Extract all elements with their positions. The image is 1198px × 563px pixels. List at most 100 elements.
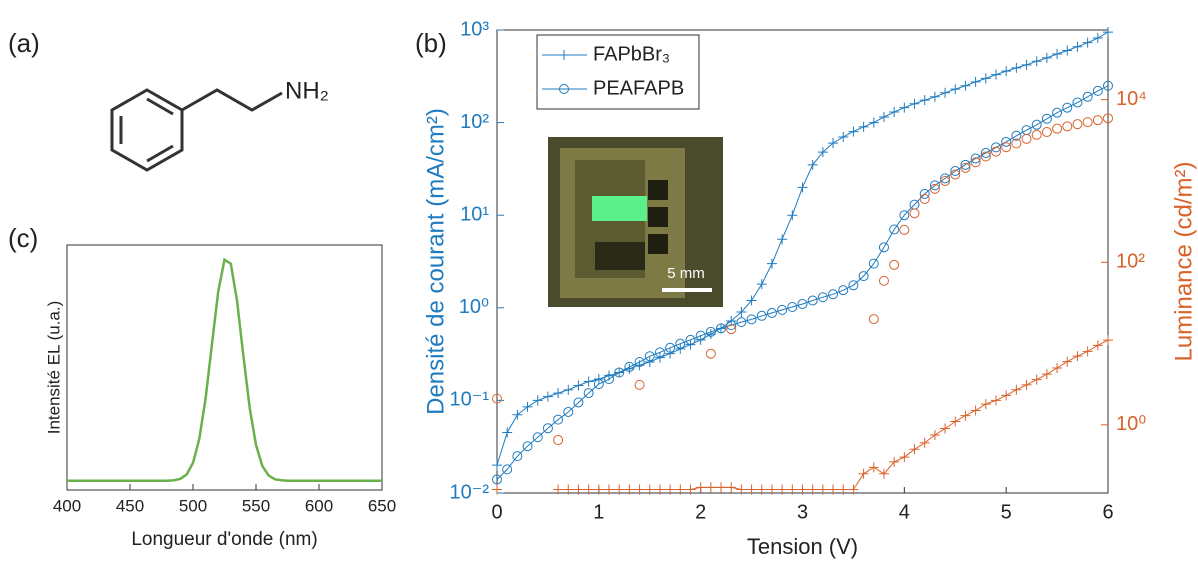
marker xyxy=(1082,91,1093,102)
marker xyxy=(573,484,584,495)
marker xyxy=(980,73,991,84)
marker xyxy=(726,320,737,331)
x-tick-label: 3 xyxy=(797,501,808,523)
marker xyxy=(878,275,889,286)
marker xyxy=(644,484,655,495)
marker xyxy=(838,484,849,495)
marker xyxy=(899,452,910,463)
marker xyxy=(736,484,747,495)
marker xyxy=(868,314,879,325)
marker xyxy=(899,210,910,221)
x-tick-label: 450 xyxy=(116,496,144,515)
marker xyxy=(787,484,798,495)
y-tick-label: 10⁻¹ xyxy=(450,389,490,411)
marker xyxy=(1062,45,1073,56)
marker xyxy=(980,147,991,158)
amine-group: NH₂ xyxy=(285,77,329,104)
y-axis-label: Intensité EL (u.a.) xyxy=(44,301,63,435)
marker xyxy=(522,441,533,452)
marker xyxy=(665,348,676,359)
marker xyxy=(1021,133,1032,144)
marker xyxy=(929,180,940,191)
series-line xyxy=(558,339,1109,490)
marker xyxy=(990,395,1001,406)
marker xyxy=(950,166,961,177)
marker xyxy=(705,348,716,359)
x-tick-label: 650 xyxy=(368,496,396,515)
marker xyxy=(492,474,502,485)
marker xyxy=(797,298,808,309)
x-tick-label: 5 xyxy=(1001,501,1012,523)
marker xyxy=(644,351,655,362)
marker xyxy=(1062,102,1073,113)
marker xyxy=(746,484,757,495)
panel-label: (b) xyxy=(415,28,447,58)
marker xyxy=(1011,130,1022,141)
marker xyxy=(614,484,625,495)
marker xyxy=(563,406,574,417)
marker xyxy=(593,374,604,385)
marker xyxy=(1092,32,1103,43)
marker xyxy=(970,405,981,416)
marker xyxy=(878,468,889,479)
y-tick-label: 10⁰ xyxy=(459,296,489,318)
marker xyxy=(1001,390,1012,401)
marker xyxy=(726,324,737,335)
pad xyxy=(648,234,668,254)
marker xyxy=(1011,384,1022,395)
marker xyxy=(1021,59,1032,70)
marker xyxy=(889,224,900,235)
marker xyxy=(492,393,502,404)
marker xyxy=(492,460,502,471)
marker xyxy=(960,80,971,91)
marker xyxy=(553,435,564,446)
marker xyxy=(868,462,879,473)
marker xyxy=(1041,52,1052,63)
marker xyxy=(614,367,625,378)
marker xyxy=(522,401,533,412)
marker xyxy=(868,258,879,269)
marker xyxy=(705,482,716,493)
marker xyxy=(756,279,767,290)
marker xyxy=(553,388,564,399)
marker xyxy=(654,352,665,363)
marker xyxy=(950,416,961,427)
marker xyxy=(848,126,859,137)
marker xyxy=(899,102,910,113)
x-axis-label: Longueur d'onde (nm) xyxy=(131,529,317,550)
marker xyxy=(583,376,594,387)
y-tick-label: 10¹ xyxy=(460,203,489,225)
marker xyxy=(1092,85,1103,96)
marker xyxy=(980,399,991,410)
marker xyxy=(624,484,635,495)
marker xyxy=(1001,66,1012,77)
y-tick-label: 10³ xyxy=(460,18,489,40)
marker xyxy=(1011,138,1022,149)
marker xyxy=(889,456,900,467)
marker xyxy=(756,484,767,495)
marker xyxy=(736,307,747,318)
marker xyxy=(1082,117,1093,128)
marker xyxy=(559,50,569,60)
marker xyxy=(878,111,889,122)
marker xyxy=(807,295,818,306)
marker xyxy=(929,183,940,194)
marker xyxy=(756,310,767,321)
marker xyxy=(593,484,604,495)
x-tick-label: 400 xyxy=(53,496,81,515)
emission xyxy=(592,196,647,221)
marker xyxy=(766,307,777,318)
x-tick-label: 6 xyxy=(1102,501,1113,523)
marker xyxy=(542,391,553,402)
marker xyxy=(980,151,991,162)
marker xyxy=(940,423,951,434)
marker xyxy=(787,302,798,313)
marker xyxy=(766,258,777,269)
marker xyxy=(817,484,828,495)
marker xyxy=(940,173,951,184)
marker xyxy=(736,317,747,328)
double-bond xyxy=(146,144,174,163)
marker xyxy=(559,84,569,94)
legend-box xyxy=(536,34,700,110)
